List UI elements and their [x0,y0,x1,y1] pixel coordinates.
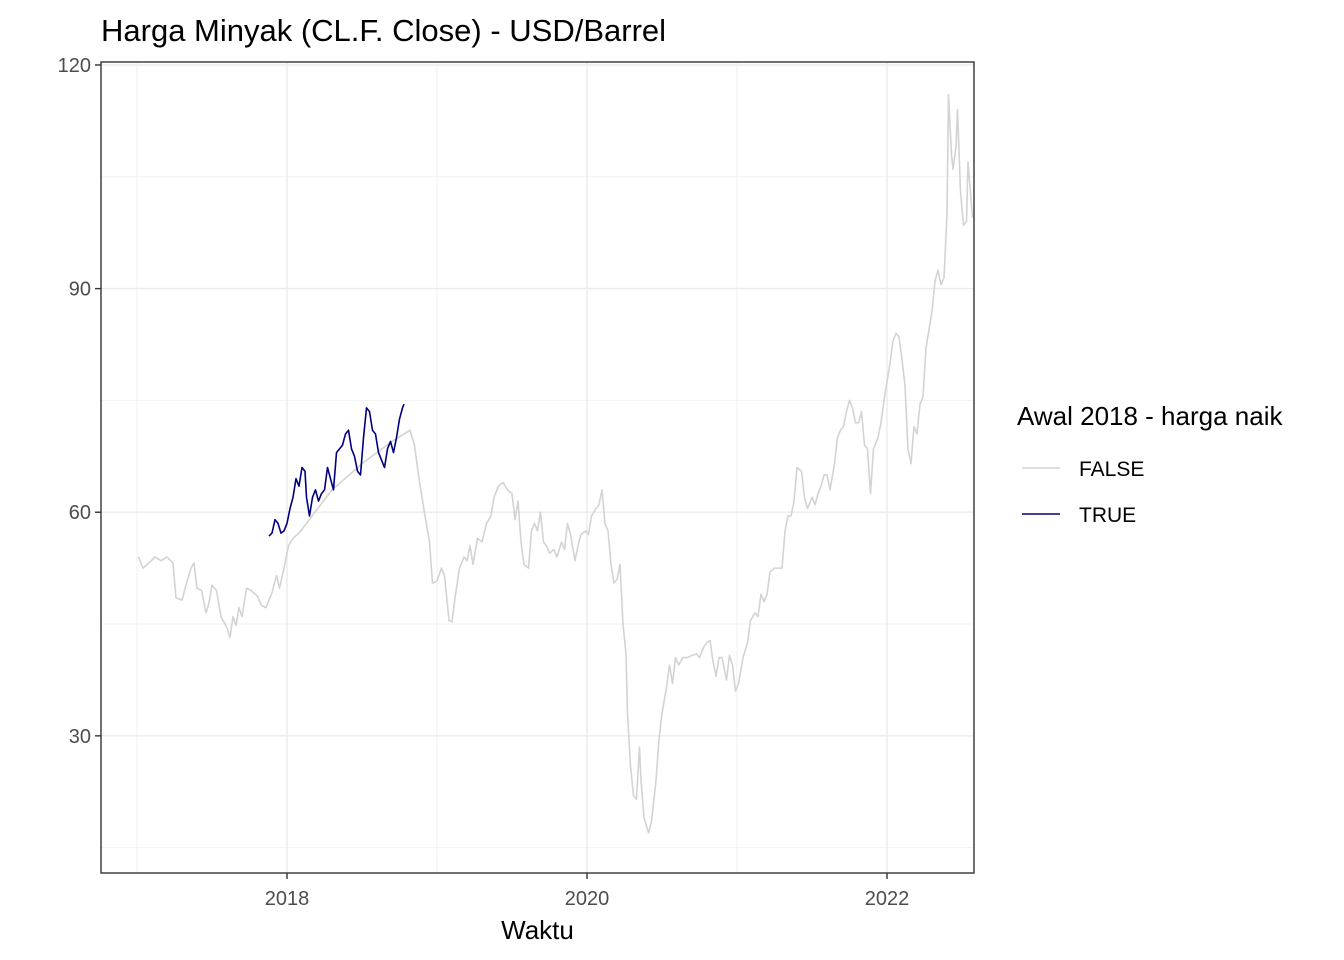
series-line-false [137,94,974,834]
grid-minor [101,62,974,873]
legend-items: FALSE TRUE [1022,458,1144,527]
legend-label-true: TRUE [1079,504,1136,527]
grid-major [101,62,974,873]
x-axis-title: Waktu [501,915,574,945]
x-tick-label: 2018 [265,888,310,910]
y-tick-label: 90 [69,279,91,301]
series-layer [137,94,974,834]
y-axis: 30 60 90 120 [58,55,101,748]
chart-title: Harga Minyak (CL.F. Close) - USD/Barrel [101,13,666,48]
plot-panel [100,61,975,874]
legend-label-false: FALSE [1079,458,1144,481]
y-tick-label: 30 [69,726,91,748]
x-axis: 2018 2020 2022 [265,873,910,910]
legend: Awal 2018 - harga naik FALSE TRUE [1017,401,1283,527]
y-tick-label: 120 [58,55,91,77]
x-tick-label: 2020 [565,888,610,910]
plot-panel-background [101,62,974,873]
y-tick-label: 60 [69,502,91,524]
series-line-true [268,403,405,537]
legend-title: Awal 2018 - harga naik [1017,401,1283,431]
plot-panel-border [100,61,975,874]
x-tick-label: 2022 [865,888,910,910]
